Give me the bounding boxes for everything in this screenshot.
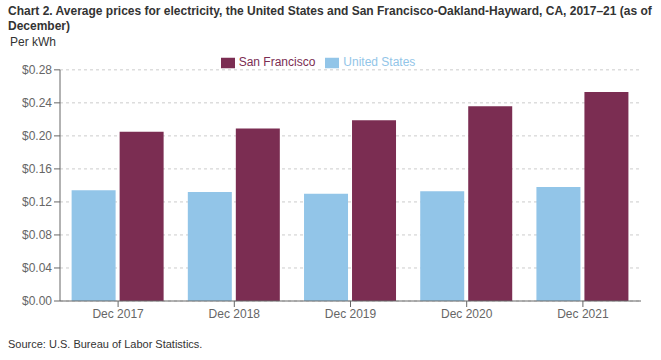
svg-text:$0.28: $0.28 bbox=[22, 63, 52, 77]
html-text:United States: United States bbox=[343, 55, 416, 69]
svg-text:$0.12: $0.12 bbox=[22, 195, 52, 209]
svg-text:Dec 2021: Dec 2021 bbox=[557, 307, 609, 321]
html-text:Source: U.S. Bureau of Labor S: Source: U.S. Bureau of Labor Statistics. bbox=[8, 338, 203, 350]
html-text:San Francisco: San Francisco bbox=[238, 55, 316, 69]
svg-text:$0.08: $0.08 bbox=[22, 228, 52, 242]
svg-text:$0.04: $0.04 bbox=[22, 261, 52, 275]
svg-text:$0.24: $0.24 bbox=[22, 96, 52, 110]
svg-text:Dec 2018: Dec 2018 bbox=[209, 307, 261, 321]
svg-text:$0.16: $0.16 bbox=[22, 162, 52, 176]
html-text:Per kWh: Per kWh bbox=[10, 35, 56, 49]
svg-text:Dec 2020: Dec 2020 bbox=[441, 307, 493, 321]
html-text:Chart 2. Average prices for el: Chart 2. Average prices for electricity,… bbox=[8, 4, 652, 33]
svg-text:Dec 2019: Dec 2019 bbox=[325, 307, 377, 321]
svg-text:Dec 2017: Dec 2017 bbox=[92, 307, 144, 321]
svg-text:$0.00: $0.00 bbox=[22, 294, 52, 308]
svg-text:$0.20: $0.20 bbox=[22, 129, 52, 143]
